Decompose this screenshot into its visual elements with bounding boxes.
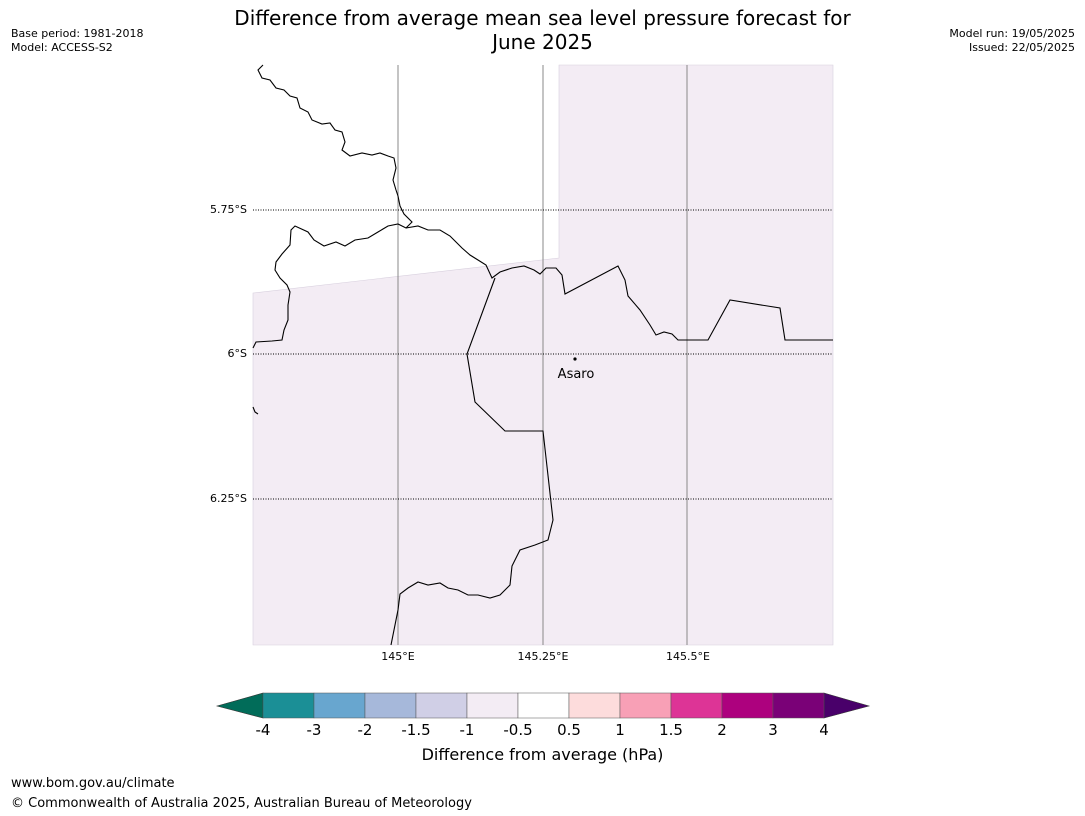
asaro-marker [573,357,577,361]
colorbar-segment [772,692,825,719]
colorbar-segment [568,692,621,719]
colorbar [215,692,871,719]
colorbar-tick-label: -3 [307,721,322,739]
colorbar-tick-label: 1 [615,721,625,739]
colorbar-segment [721,692,774,719]
boundary-west-fragment [252,406,259,415]
colorbar-segment [517,692,570,719]
colorbar-tick-label: 3 [768,721,778,739]
lat-label-5-75: 5.75°S [210,203,247,216]
colorbar-tick-label: 0.5 [557,721,581,739]
colorbar-segment [670,692,723,719]
colorbar-segment [466,692,519,719]
lon-label-145-25: 145.25°E [518,650,569,663]
colorbar-tick-label: -4 [256,721,271,739]
boundary-south [390,277,554,646]
colorbar-label: Difference from average (hPa) [421,745,664,764]
colorbar-tick-label: 4 [819,721,829,739]
boundary-ridge [405,225,833,341]
model-run: Model run: 19/05/2025 [949,27,1075,40]
colorbar-over-arrow [823,692,871,719]
colorbar-tick-label: -2 [358,721,373,739]
colorbar-tick-label: -1 [460,721,475,739]
right-meta: Model run: 19/05/2025 Issued: 22/05/2025 [949,27,1075,55]
model-name: Model: ACCESS-S2 [11,41,113,54]
base-period: Base period: 1981-2018 [11,27,144,40]
asaro-label: Asaro [558,367,595,382]
colorbar-ticks: -4 -3 -2 -1.5 -1 -0.5 0.5 1 1.5 2 3 4 [256,721,829,739]
footer-url[interactable]: www.bom.gov.au/climate [11,776,175,791]
title-line-2: June 2025 [492,30,593,54]
left-meta: Base period: 1981-2018 Model: ACCESS-S2 [11,27,143,55]
footer-copyright: © Commonwealth of Australia 2025, Austra… [11,796,472,811]
colorbar-segment [415,692,468,719]
colorbar-tick-label: 2 [717,721,727,739]
colorbar-tick-label: -1.5 [401,721,430,739]
title-line-1: Difference from average mean sea level p… [234,6,851,30]
issued-date: Issued: 22/05/2025 [968,41,1075,54]
lon-label-145-5: 145.5°E [666,650,710,663]
colorbar-segment [619,692,672,719]
lat-label-6-25: 6.25°S [210,492,247,505]
colorbar-under-arrow [215,692,264,719]
colorbar-tick-label: -0.5 [503,721,532,739]
lon-label-145: 145°E [381,650,414,663]
colorbar-segment [313,692,366,719]
colorbar-tick-label: 1.5 [659,721,683,739]
colorbar-segment [364,692,417,719]
colorbar-segment [262,692,315,719]
map-title: Difference from average mean sea level p… [0,6,1085,54]
boundary-north [252,64,413,349]
boundaries [252,64,833,646]
lat-label-6: 6°S [228,347,247,360]
